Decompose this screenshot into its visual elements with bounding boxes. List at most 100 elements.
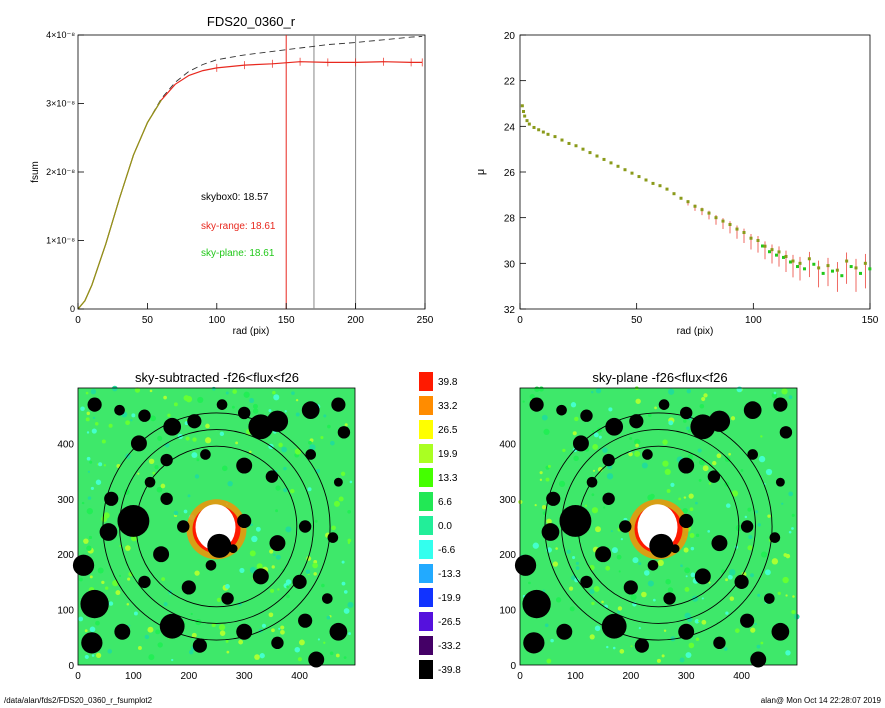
- p2-point: [707, 211, 711, 215]
- colorbar-label: -13.3: [438, 569, 461, 580]
- p3-noise: [89, 460, 93, 464]
- p1-ytick-label: 3×10⁻⁸: [46, 99, 75, 109]
- p3-noise: [327, 424, 331, 429]
- p3-noise: [147, 626, 154, 633]
- p4-noise: [698, 620, 701, 623]
- p4-mask: [713, 636, 726, 650]
- p4-noise: [544, 623, 549, 628]
- p2-xlabel: rad (pix): [677, 326, 714, 337]
- p3-noise: [90, 486, 94, 491]
- p4-noise: [729, 596, 735, 601]
- p4-noise: [712, 460, 717, 466]
- p4-noise: [735, 628, 740, 633]
- p3-noise: [272, 390, 276, 395]
- p4-noise: [541, 414, 548, 421]
- p4-mask: [580, 409, 593, 422]
- p4-noise: [534, 386, 540, 392]
- p1-annotation-skybox0: skybox0: 18.57: [201, 192, 269, 203]
- p3-noise: [312, 562, 318, 569]
- p2-ytick-label: 30: [504, 259, 516, 270]
- p3-noise: [173, 510, 179, 516]
- p3-noise: [118, 574, 122, 577]
- p3-noise: [95, 652, 102, 658]
- p3-mask: [305, 449, 316, 460]
- p4-noise: [632, 557, 639, 564]
- p3-noise: [297, 657, 302, 662]
- p4-noise: [791, 513, 795, 517]
- p4-noise: [570, 402, 577, 408]
- p2-point: [835, 268, 839, 272]
- p3-noise: [271, 628, 275, 633]
- p4-noise: [702, 465, 709, 472]
- p3-mask: [138, 409, 151, 422]
- p4-noise: [683, 547, 689, 553]
- p3-noise: [191, 632, 197, 638]
- colorbar-label: -33.2: [438, 641, 461, 652]
- p3-noise: [281, 446, 287, 453]
- p3-noise: [81, 501, 85, 505]
- p4-noise: [552, 561, 559, 567]
- p2-point-sky-plane: [859, 271, 862, 275]
- p4-mask: [740, 613, 755, 628]
- p3-noise: [254, 654, 260, 660]
- p3-noise: [115, 590, 121, 596]
- p3-noise: [137, 472, 140, 475]
- p3-noise: [185, 436, 190, 441]
- p1-ytick-label: 2×10⁻⁸: [46, 167, 75, 177]
- p4-noise: [558, 480, 566, 487]
- p4-noise: [597, 467, 603, 472]
- p3-noise: [249, 398, 255, 404]
- p3-noise: [79, 577, 83, 582]
- p3-noise: [317, 638, 320, 641]
- p4-noise: [610, 530, 613, 533]
- p2-point: [749, 236, 753, 240]
- p3-noise: [343, 608, 350, 614]
- p4-noise: [688, 642, 695, 649]
- p4-noise: [781, 502, 784, 505]
- p1-annotation-sky-plane: sky-plane: 18.61: [201, 248, 275, 259]
- p4-noise: [550, 638, 554, 643]
- p4-mask: [559, 505, 592, 537]
- p3-noise: [171, 658, 174, 662]
- p4-noise: [729, 569, 736, 576]
- p2-point: [581, 147, 585, 151]
- p4-noise: [707, 530, 711, 533]
- p4-noise: [562, 448, 566, 453]
- p3-mask: [308, 651, 325, 668]
- p3-mask: [228, 544, 238, 554]
- p3-noise: [283, 487, 288, 493]
- p4-noise: [662, 460, 669, 467]
- p4-noise: [606, 473, 614, 480]
- colorbar-label: -39.8: [438, 665, 461, 676]
- colorbar-label: 39.8: [438, 377, 458, 388]
- colorbar-swatch: [419, 468, 433, 487]
- p4-noise: [747, 507, 752, 512]
- p2-xtick-label: 150: [862, 315, 879, 326]
- p3-noise: [270, 588, 275, 593]
- p3-noise: [221, 465, 228, 472]
- p3-mask: [187, 414, 202, 429]
- p3-noise: [173, 402, 178, 407]
- p4-noise: [686, 388, 691, 394]
- p4-noise: [728, 452, 731, 456]
- p3-noise: [269, 549, 274, 554]
- p4-mask: [514, 554, 537, 576]
- p2-point: [525, 119, 529, 123]
- p3-noise: [285, 526, 292, 533]
- p3-mask: [252, 568, 269, 585]
- p3-mask: [331, 397, 346, 412]
- p3-noise: [255, 526, 261, 532]
- p3-noise: [101, 516, 108, 523]
- p4-noise: [695, 501, 698, 505]
- p3-noise: [87, 470, 90, 473]
- p4-noise: [757, 593, 761, 597]
- sky-subtracted-panel: sky-subtracted -f26<flux<f26 0 100 200 300 4…: [57, 370, 356, 682]
- p4-noise: [546, 518, 552, 525]
- p4-noise: [771, 558, 779, 565]
- p2-point-sky-plane: [761, 244, 764, 248]
- p3-noise: [187, 494, 191, 498]
- p4-noise: [575, 561, 579, 565]
- p4-noise: [657, 559, 664, 567]
- p3-noise: [268, 612, 274, 618]
